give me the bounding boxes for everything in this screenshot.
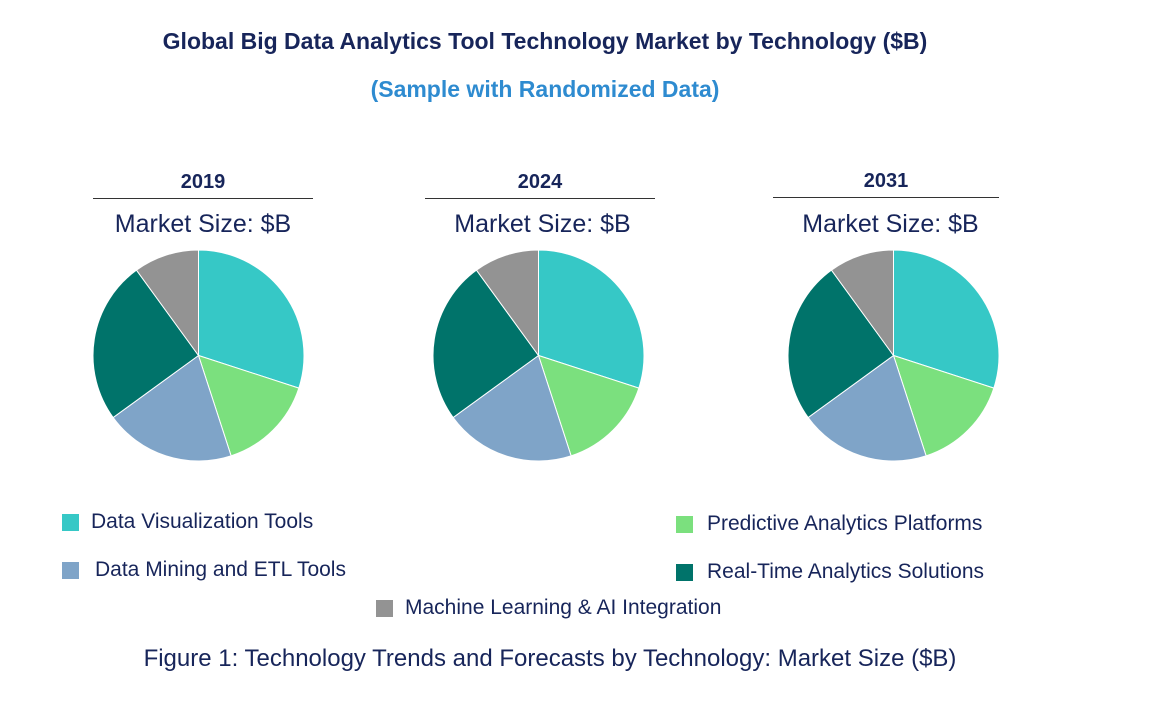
legend-label: Data Mining and ETL Tools — [95, 558, 346, 581]
legend-label: Machine Learning & AI Integration — [405, 596, 722, 619]
legend-swatch — [62, 561, 79, 579]
pie-slice-predictive-analytics-platforms — [197, 354, 300, 457]
pie-market-size-label-2024: Market Size: $B — [454, 210, 631, 238]
legend-swatch — [676, 563, 693, 581]
pie-chart-2024 — [432, 249, 645, 462]
pie-chart-2019 — [92, 249, 305, 462]
pie-slice-data-visualization-tools — [538, 249, 645, 389]
legend-item-ml-ai: Machine Learning & AI Integration — [376, 596, 721, 620]
legend-item-real-time-analytics: Real-Time Analytics Solutions — [676, 560, 984, 584]
chart-title: Global Big Data Analytics Tool Technolog… — [162, 28, 928, 54]
legend-swatch — [676, 515, 693, 533]
legend-item-data-visualization: Data Visualization Tools — [62, 510, 313, 534]
legend-swatch — [376, 599, 393, 617]
pie-slice-data-mining-and-etl-tools — [807, 354, 927, 462]
pie-year-label-2019: 2019 — [93, 171, 313, 199]
legend-label: Real-Time Analytics Solutions — [707, 560, 984, 583]
pie-slice-real-time-analytics-solutions — [92, 269, 200, 419]
pie-slice-real-time-analytics-solutions — [787, 269, 895, 419]
pie-slice-data-mining-and-etl-tools — [452, 354, 572, 462]
legend-item-predictive-analytics: Predictive Analytics Platforms — [676, 512, 982, 536]
pie-year-label-2031: 2031 — [773, 170, 999, 198]
pie-market-size-label-2031: Market Size: $B — [802, 210, 979, 238]
pie-slice-data-visualization-tools — [893, 249, 1000, 389]
legend-label: Data Visualization Tools — [91, 510, 314, 533]
pie-year-label-2024: 2024 — [425, 171, 655, 199]
pie-slice-predictive-analytics-platforms — [537, 354, 640, 457]
legend-label: Predictive Analytics Platforms — [707, 512, 983, 535]
figure-caption: Figure 1: Technology Trends and Forecast… — [143, 645, 957, 672]
pie-slice-data-mining-and-etl-tools — [112, 354, 232, 462]
pie-slice-real-time-analytics-solutions — [432, 269, 540, 419]
pie-market-size-label-2019: Market Size: $B — [114, 210, 292, 238]
pie-slice-machine-learning-ai-integration — [475, 249, 539, 358]
pie-slice-machine-learning-ai-integration — [135, 249, 199, 358]
pie-slice-predictive-analytics-platforms — [892, 354, 995, 457]
legend-item-data-mining-etl: Data Mining and ETL Tools — [62, 558, 346, 582]
chart-subtitle: (Sample with Randomized Data) — [370, 76, 720, 102]
pie-slice-data-visualization-tools — [198, 249, 305, 389]
pie-slice-machine-learning-ai-integration — [830, 249, 894, 358]
legend-swatch — [62, 513, 79, 531]
pie-chart-2031 — [787, 249, 1000, 462]
